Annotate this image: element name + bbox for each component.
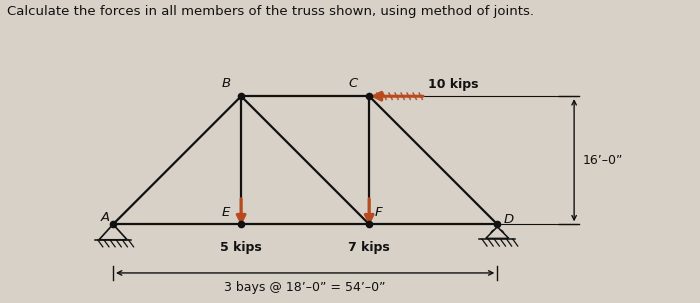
Text: A: A (100, 211, 109, 224)
Text: 3 bays @ 18’–0” = 54’–0”: 3 bays @ 18’–0” = 54’–0” (225, 281, 386, 294)
Text: 10 kips: 10 kips (428, 78, 479, 91)
Text: E: E (221, 206, 230, 219)
Text: B: B (222, 77, 231, 90)
Text: 5 kips: 5 kips (220, 241, 262, 254)
Ellipse shape (491, 229, 504, 238)
Polygon shape (99, 224, 127, 240)
Polygon shape (486, 227, 509, 238)
Text: Calculate the forces in all members of the truss shown, using method of joints.: Calculate the forces in all members of t… (7, 5, 534, 18)
Text: D: D (504, 213, 514, 225)
Text: 7 kips: 7 kips (349, 241, 390, 254)
Text: F: F (374, 206, 382, 219)
Text: 16’–0”: 16’–0” (583, 154, 624, 167)
Text: C: C (349, 77, 358, 90)
